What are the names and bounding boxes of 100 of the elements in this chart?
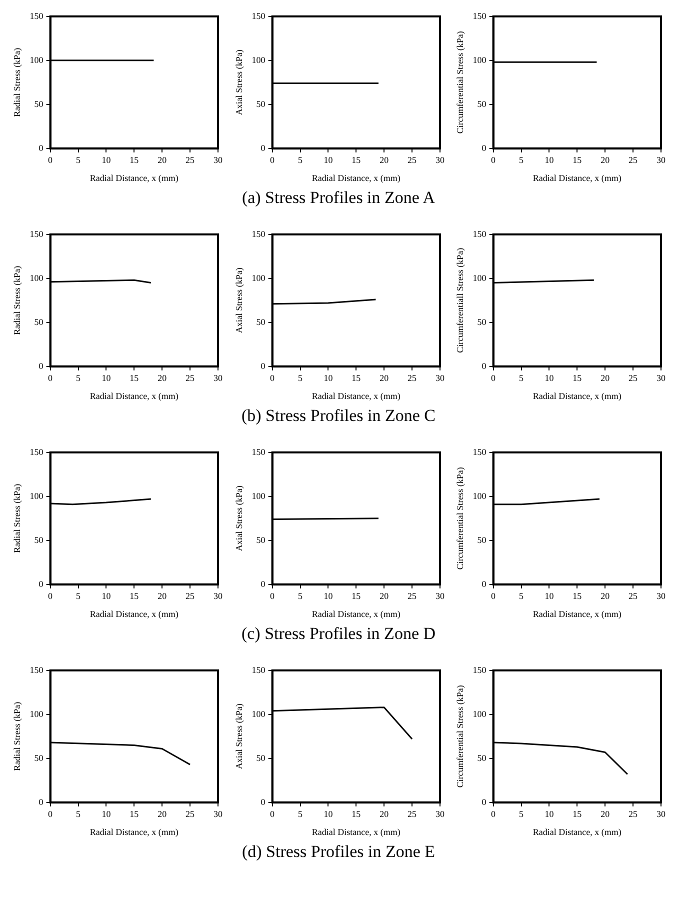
y-tick-label: 100 — [472, 54, 487, 65]
y-tick-label: 50 — [477, 316, 487, 327]
y-tick-label: 0 — [482, 142, 487, 153]
x-tick-label: 30 — [214, 155, 223, 166]
x-tick-label: 15 — [130, 809, 140, 820]
x-tick-label: 5 — [76, 373, 81, 384]
x-tick-label: 20 — [379, 809, 389, 820]
y-tick-label: 100 — [30, 272, 44, 283]
y-tick-label: 100 — [30, 708, 44, 719]
x-tick-label: 0 — [491, 155, 496, 166]
x-tick-label: 10 — [102, 809, 112, 820]
x-tick-label: 15 — [351, 591, 361, 602]
y-tick-label: 100 — [251, 708, 266, 719]
x-tick-label: 30 — [435, 591, 444, 602]
y-tick-label: 0 — [38, 360, 44, 371]
y-tick-label: 150 — [472, 228, 487, 239]
x-tick-label: 0 — [270, 373, 275, 384]
y-tick-label: 50 — [256, 98, 266, 109]
x-tick-label: 30 — [214, 809, 223, 820]
x-tick-label: 30 — [656, 155, 666, 166]
x-tick-label: 20 — [600, 591, 610, 602]
x-tick-label: 25 — [628, 373, 638, 384]
y-axis-title: Axial Stress (kPa) — [233, 268, 244, 334]
y-tick-label: 100 — [251, 54, 266, 65]
y-tick-label: 150 — [472, 664, 487, 675]
x-tick-label: 20 — [158, 373, 168, 384]
x-tick-label: 25 — [628, 591, 638, 602]
y-tick-label: 50 — [477, 534, 487, 545]
x-tick-label: 0 — [270, 591, 275, 602]
y-tick-label: 50 — [477, 752, 487, 763]
x-tick-label: 10 — [544, 155, 554, 166]
x-tick-label: 20 — [600, 373, 610, 384]
y-tick-label: 0 — [38, 578, 44, 589]
y-axis-title: Circumferential Stress (kPa) — [454, 685, 465, 788]
x-axis-title: Radial Distance, x (mm) — [311, 608, 400, 619]
x-tick-label: 5 — [298, 373, 302, 384]
y-tick-label: 50 — [256, 752, 266, 763]
y-axis-title: Axial Stress (kPa) — [233, 50, 244, 116]
y-tick-label: 100 — [251, 272, 266, 283]
y-tick-label: 50 — [256, 534, 266, 545]
x-tick-label: 0 — [48, 373, 54, 384]
x-axis-title: Radial Distance, x (mm) — [532, 172, 622, 183]
x-tick-label: 5 — [76, 591, 81, 602]
y-tick-label: 100 — [472, 708, 487, 719]
x-tick-label: 5 — [298, 155, 302, 166]
x-tick-label: 15 — [351, 155, 361, 166]
x-tick-label: 15 — [130, 591, 140, 602]
y-tick-label: 50 — [34, 534, 44, 545]
x-tick-label: 5 — [298, 809, 302, 820]
x-tick-label: 5 — [519, 591, 524, 602]
x-tick-label: 10 — [323, 809, 333, 820]
x-axis-title: Radial Distance, x (mm) — [311, 390, 400, 401]
x-tick-label: 10 — [102, 155, 112, 166]
x-tick-label: 30 — [435, 809, 444, 820]
x-tick-label: 0 — [491, 809, 496, 820]
x-tick-label: 30 — [656, 373, 666, 384]
x-tick-label: 5 — [519, 155, 524, 166]
x-tick-label: 20 — [158, 155, 168, 166]
y-tick-label: 150 — [251, 228, 266, 239]
x-tick-label: 5 — [298, 591, 302, 602]
y-tick-label: 50 — [256, 316, 266, 327]
x-tick-label: 10 — [102, 373, 112, 384]
x-tick-label: 20 — [379, 591, 389, 602]
x-tick-label: 0 — [48, 591, 54, 602]
y-tick-label: 150 — [251, 664, 266, 675]
x-tick-label: 10 — [544, 373, 554, 384]
x-tick-label: 0 — [491, 373, 496, 384]
x-tick-label: 20 — [158, 591, 168, 602]
x-tick-label: 25 — [186, 155, 196, 166]
x-tick-label: 25 — [407, 373, 417, 384]
x-tick-label: 15 — [351, 373, 361, 384]
x-tick-label: 15 — [130, 155, 140, 166]
x-tick-label: 0 — [270, 809, 275, 820]
y-tick-label: 50 — [34, 316, 44, 327]
y-tick-label: 50 — [34, 752, 44, 763]
x-tick-label: 5 — [76, 809, 81, 820]
y-axis-title: Circumferential Stress (kPa) — [454, 31, 465, 134]
x-tick-label: 30 — [435, 373, 444, 384]
x-tick-label: 25 — [628, 809, 638, 820]
y-tick-label: 0 — [260, 360, 266, 371]
text: (d) Stress Profiles in Zone E — [242, 842, 436, 861]
x-axis-title: Radial Distance, x (mm) — [311, 826, 400, 837]
x-tick-label: 0 — [491, 591, 496, 602]
x-tick-label: 30 — [656, 591, 666, 602]
x-tick-label: 10 — [102, 591, 112, 602]
y-tick-label: 150 — [251, 10, 266, 21]
x-tick-label: 0 — [48, 155, 54, 166]
y-tick-label: 150 — [30, 664, 44, 675]
y-tick-label: 150 — [30, 10, 44, 21]
y-tick-label: 100 — [472, 490, 487, 501]
x-tick-label: 25 — [407, 809, 417, 820]
x-tick-label: 30 — [435, 155, 444, 166]
x-axis-title: Radial Distance, x (mm) — [90, 172, 178, 183]
y-axis-title: Radial Stress (kPa) — [12, 702, 22, 771]
x-tick-label: 25 — [628, 155, 638, 166]
x-tick-label: 25 — [407, 155, 417, 166]
y-tick-label: 100 — [472, 272, 487, 283]
x-tick-label: 25 — [407, 591, 417, 602]
x-tick-label: 20 — [600, 809, 610, 820]
y-tick-label: 0 — [482, 578, 487, 589]
